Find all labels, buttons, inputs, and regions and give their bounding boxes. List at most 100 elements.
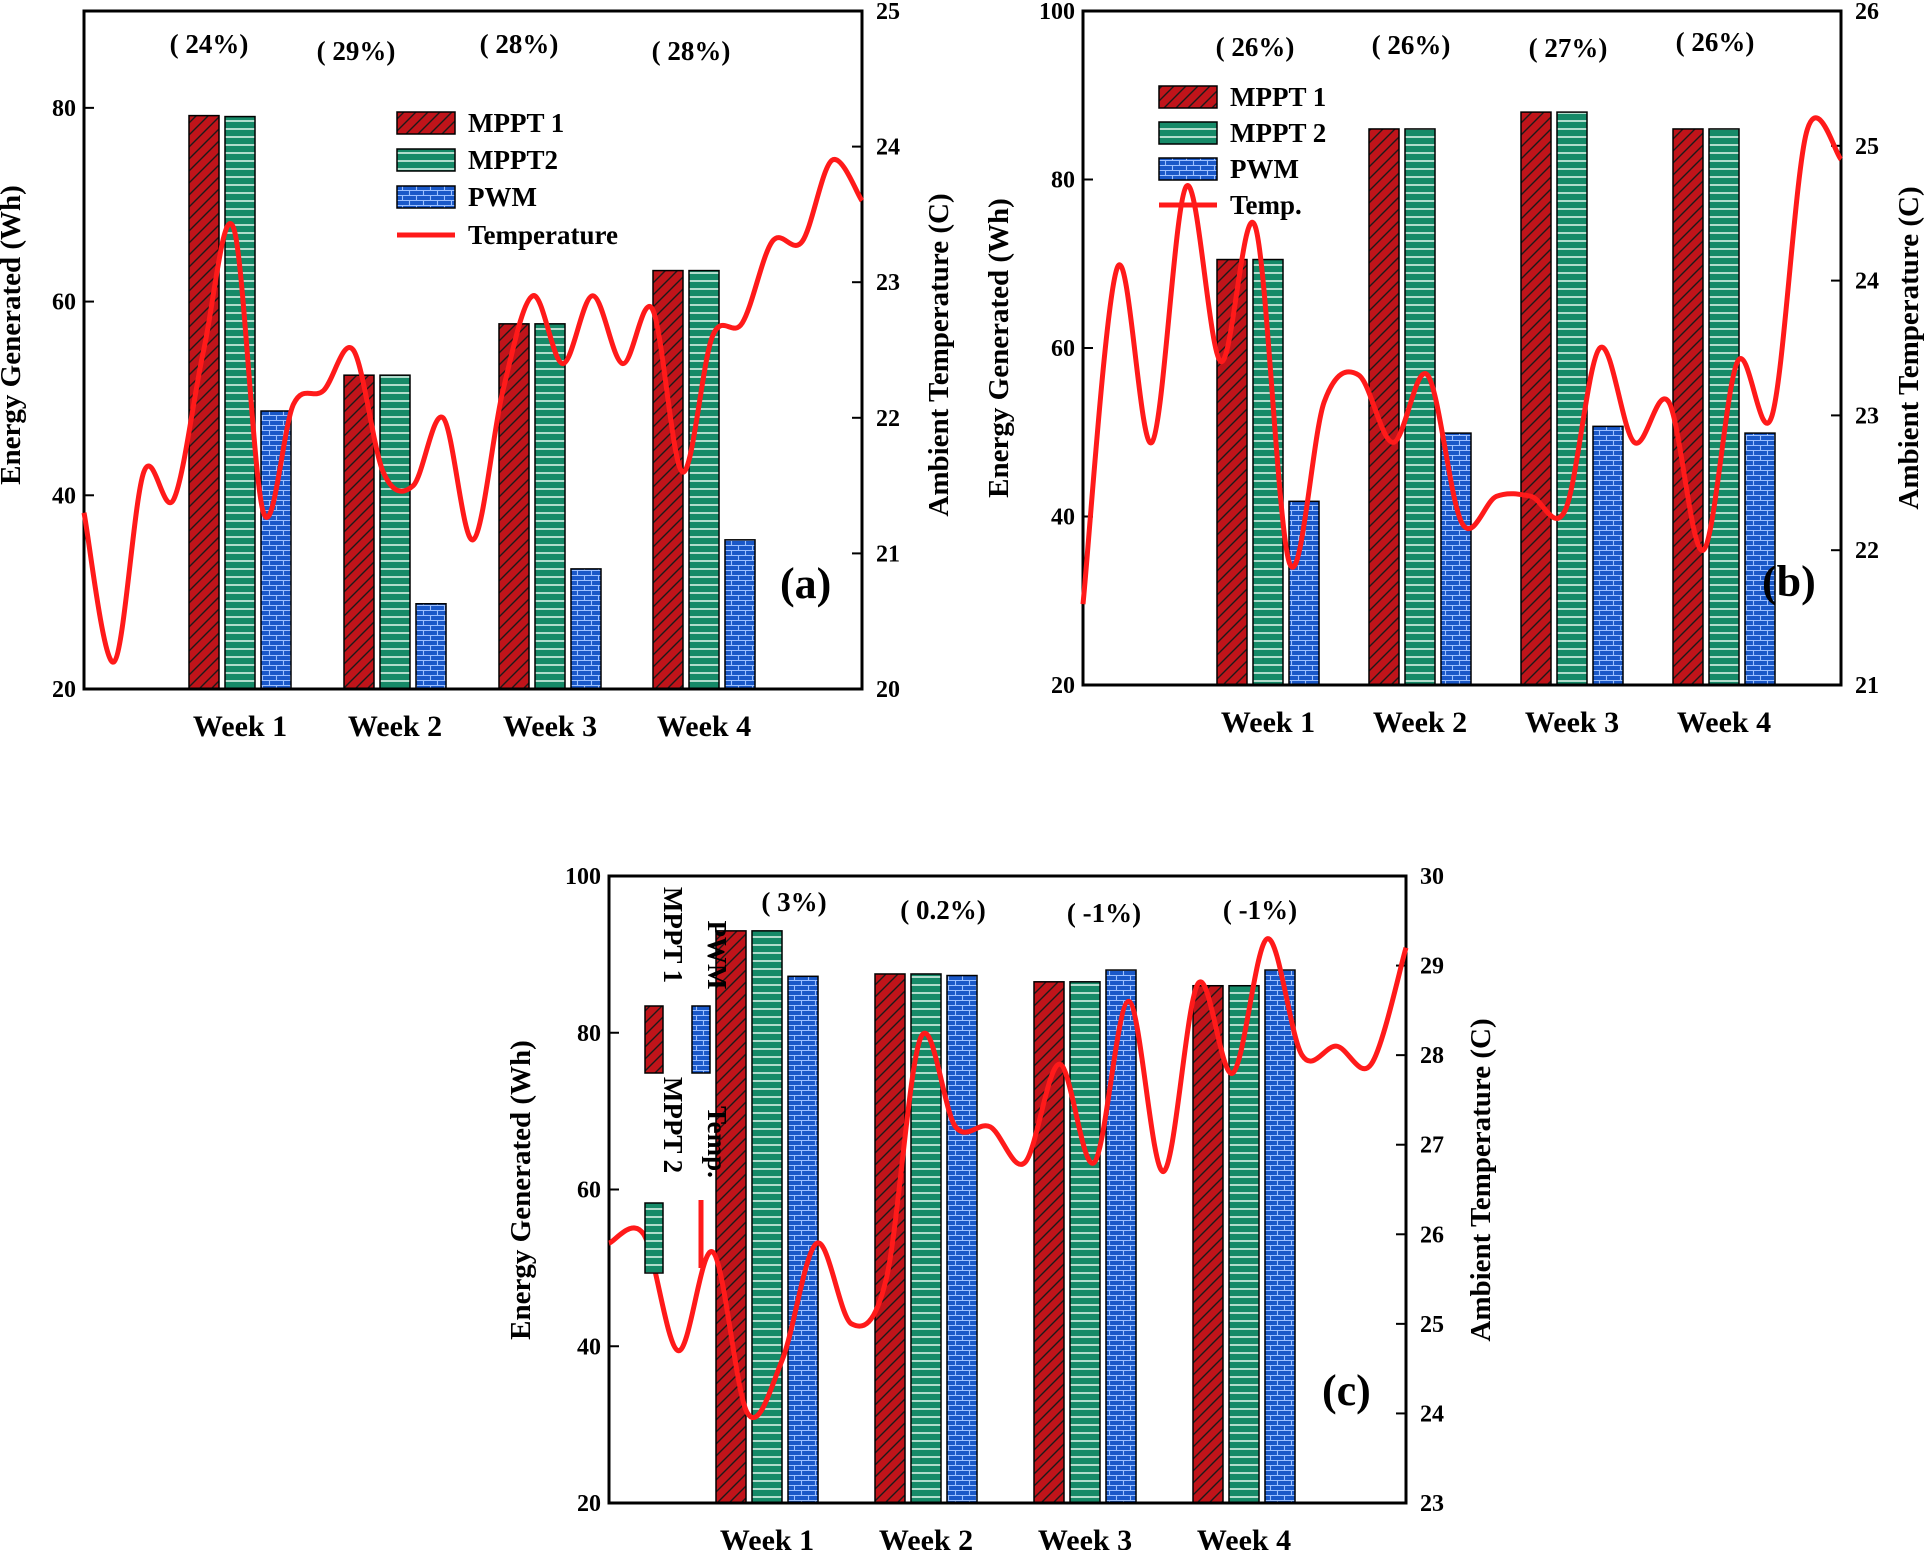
panel-a-y2-axis-label: Ambient Temperature (C) [923, 193, 955, 516]
panel-c-category-week4: Week 4 [1197, 1524, 1291, 1550]
panel-a-category-week4: Week 4 [657, 710, 751, 743]
panel-b-category-week3: Week 3 [1525, 706, 1619, 739]
panel-c-y2-tick-label: 23 [1420, 1491, 1444, 1517]
panel-a-bar-mppt2-week4 [688, 269, 720, 690]
panel-c-bar-mppt2-week1 [751, 930, 783, 1504]
panel-a-percentages: ( 24%) ( 29%) ( 28%) ( 28%) [170, 29, 731, 66]
panel-a-legend-mppt1-swatch [396, 111, 456, 135]
panel-a-percentage-week1: ( 24%) [170, 29, 249, 59]
panel-a-bar-pwm-week2 [415, 603, 447, 690]
panel-b-y-tick-label: 20 [1051, 673, 1075, 699]
panel-c-percentage-week2: ( 0.2%) [900, 895, 985, 925]
panel-b-percentage-week1: ( 26%) [1216, 32, 1295, 62]
panel-a-y2-tick-label: 20 [876, 677, 900, 703]
panel-b-y-axis-label: Energy Generated (Wh) [983, 198, 1015, 498]
panel-a-bar-mppt2-week2 [379, 374, 411, 690]
panel-c-legend-pwm-swatch [691, 1005, 711, 1074]
panel-c-y2-tick-label: 27 [1420, 1133, 1444, 1159]
panel-c-y-tick-label: 20 [577, 1491, 601, 1517]
panel-b-bar-pwm-week3 [1592, 425, 1624, 686]
panel-c-percentage-week3: ( -1%) [1067, 898, 1141, 928]
panel-b-legend-pwm-label: PWM [1230, 154, 1299, 184]
panel-b-y2-tick-label: 23 [1855, 403, 1879, 429]
panel-a-temperature-line [81, 157, 865, 665]
panel-a-y2-tick-label: 22 [876, 406, 900, 432]
panel-c-bar-mppt1-week4 [1192, 984, 1224, 1504]
panel-c-legend-mppt1-label: MPPT 1 [658, 887, 688, 983]
panel-c-temperature-line [607, 936, 1409, 1420]
panel-b-y2-tick-label: 24 [1855, 269, 1879, 295]
panel-c-legend-mppt2-label: MPPT 2 [658, 1077, 688, 1173]
panel-a-legend-temperature-label: Temperature [468, 220, 618, 250]
panel-c-bar-mppt1-week3 [1033, 981, 1065, 1504]
panel-a-bar-pwm-week4 [724, 539, 756, 690]
panel-b-y2-tick-label: 25 [1855, 134, 1879, 160]
panel-a-legend-mppt2-label: MPPT2 [468, 145, 558, 175]
panel-b-bar-mppt1-week4 [1672, 128, 1704, 686]
panel-a-legend-pwm-swatch [396, 185, 456, 209]
panel-c-categories: Week 1 Week 2 Week 3 Week 4 [720, 1524, 1291, 1550]
panel-a-y2-tick-label: 24 [876, 135, 900, 161]
panel-b-legend-mppt2-label: MPPT 2 [1230, 118, 1326, 148]
panel-b-bar-mppt2-week3 [1556, 111, 1588, 686]
panel-b-y2-tick-label: 26 [1855, 0, 1879, 25]
panel-c-y2-tick-label: 28 [1420, 1043, 1444, 1069]
panel-c-percentages: ( 3%) ( 0.2%) ( -1%) ( -1%) [761, 887, 1297, 928]
panel-a-bar-pwm-week3 [570, 568, 602, 690]
panel-b-y2-axis-label: Ambient Temperature (C) [1893, 186, 1925, 509]
panel-a-category-week2: Week 2 [348, 710, 442, 743]
panel-c-y2-tick-label: 29 [1420, 954, 1444, 980]
panel-c-left-ticks: 20 40 60 80 100 [565, 864, 619, 1517]
panel-a-y-tick-label: 20 [52, 677, 76, 703]
panel-a-legend-mppt2-swatch [396, 148, 456, 172]
panel-c-category-week2: Week 2 [879, 1524, 973, 1550]
panel-c-label: (c) [1322, 1366, 1371, 1415]
panel-a-y-tick-label: 80 [52, 96, 76, 122]
panel-b-y2-tick-label: 22 [1855, 538, 1879, 564]
panel-b-y-tick-label: 40 [1051, 505, 1075, 531]
panel-b-right-ticks: 21 22 23 24 25 26 [1831, 0, 1879, 699]
panel-c-y-tick-label: 40 [577, 1334, 601, 1360]
panel-a-y2-tick-label: 23 [876, 270, 900, 296]
panel-c-bar-pwm-week3 [1105, 969, 1137, 1504]
panel-b-label: (b) [1762, 557, 1816, 606]
panel-a-categories: Week 1 Week 2 Week 3 Week 4 [193, 710, 751, 743]
panel-b-percentage-week4: ( 26%) [1676, 27, 1755, 57]
panel-a-bar-mppt1-week2 [343, 374, 375, 690]
panel-b-temperature-line [1080, 115, 1844, 605]
panel-b-bar-pwm-week2 [1440, 432, 1472, 686]
panel-a-category-week3: Week 3 [503, 710, 597, 743]
panel-b-percentage-week2: ( 26%) [1372, 30, 1451, 60]
panel-c-y2-axis-label: Ambient Temperature (C) [1465, 1018, 1497, 1341]
panel-b-legend-mppt1-label: MPPT 1 [1230, 82, 1326, 112]
panel-a-y-tick-label: 60 [52, 290, 76, 316]
panel-c-right-ticks: 23 24 25 26 27 28 29 30 [1396, 864, 1444, 1517]
panel-a-left-ticks: 20 40 60 80 [52, 96, 94, 703]
panel-c-y-tick-label: 100 [565, 864, 601, 890]
panel-c-category-week1: Week 1 [720, 1524, 814, 1550]
panel-a-percentage-week4: ( 28%) [652, 36, 731, 66]
panel-c-y-tick-label: 80 [577, 1021, 601, 1047]
panel-a-legend-pwm-label: PWM [468, 182, 537, 212]
panel-a: 20 40 60 80 20 21 22 23 24 25 Week 1 Week 2 Week 3… [0, 0, 955, 743]
panel-c-bar-mppt1-week1 [715, 930, 747, 1504]
panel-c-legend-mppt2-swatch [644, 1202, 664, 1274]
panel-c-bars [715, 930, 1296, 1504]
panel-a-right-ticks: 20 21 22 23 24 25 [852, 0, 900, 703]
panel-a-y-tick-label: 40 [52, 483, 76, 509]
panel-c-y2-tick-label: 26 [1420, 1222, 1444, 1248]
panel-b-y-tick-label: 60 [1051, 336, 1075, 362]
panel-a-percentage-week3: ( 28%) [480, 29, 559, 59]
panel-b-legend-temperature-label: Temp. [1230, 190, 1302, 220]
panel-b-category-week1: Week 1 [1221, 706, 1315, 739]
panel-c-legend-mppt1-swatch [644, 1005, 664, 1074]
panel-b-legend-pwm-swatch [1158, 157, 1218, 181]
panel-b-bar-pwm-week4 [1744, 432, 1776, 686]
panel-c-legend-pwm-label: PWM [702, 921, 732, 990]
panel-a-bars [188, 114, 756, 690]
panel-c-y-axis-label: Energy Generated (Wh) [505, 1040, 537, 1340]
panel-c-y2-tick-label: 25 [1420, 1312, 1444, 1338]
panel-c-bar-pwm-week1 [787, 975, 819, 1504]
panel-c-legend: MPPT 1 MPPT 2 PWM Temp. [644, 887, 732, 1274]
